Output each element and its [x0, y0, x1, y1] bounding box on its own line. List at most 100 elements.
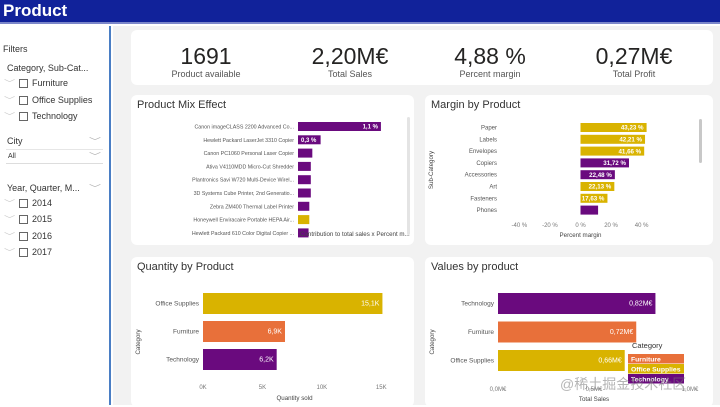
data-label: 0,82M€: [629, 301, 652, 308]
chevron-down-icon[interactable]: ﹀: [4, 78, 16, 88]
filters-label: Filters: [3, 44, 28, 54]
kpi-total-profit: 0,27M€ Total Profit: [569, 44, 699, 79]
report-header: Product: [0, 0, 720, 24]
data-label: 43,23 %: [621, 125, 644, 132]
legend-swatch: [628, 364, 684, 374]
chevron-down-icon[interactable]: ﹀: [4, 111, 16, 121]
category-label: Office Supplies: [155, 301, 199, 308]
chevron-down-icon[interactable]: ﹀: [4, 214, 16, 224]
legend-entry: Furniture: [631, 356, 661, 363]
chevron-down-icon[interactable]: ﹀: [4, 198, 16, 208]
x-axis-title: Percent margin: [560, 232, 603, 239]
slicer-item-furniture[interactable]: ﹀ Furniture: [4, 77, 68, 89]
slicer-item-2016[interactable]: ﹀ 2016: [4, 230, 53, 242]
chart-scrollbar[interactable]: [699, 119, 702, 163]
margin-chart: -40 % -20 % 0 % 20 % 40 % Paper 43,23 % Labels 4…: [428, 123, 649, 239]
category-label: Technology: [166, 357, 200, 364]
legend-title: Category: [632, 341, 663, 350]
chevron-down-icon[interactable]: ﹀: [4, 247, 16, 257]
slicer-item-label: 2015: [32, 214, 53, 224]
bar: [203, 321, 285, 342]
category-label: Plantronics Savi W720 Multi-Device Wirel…: [192, 178, 294, 184]
category-label: Envelopes: [469, 149, 497, 155]
data-label: 0,3 %: [301, 138, 317, 144]
chart-scrollbar[interactable]: [407, 117, 410, 235]
data-label: 22,48 %: [589, 172, 612, 179]
x-tick-label: 15K: [376, 385, 387, 391]
slicer-item-office-supplies[interactable]: ﹀ Office Supplies: [4, 94, 93, 106]
chevron-down-icon[interactable]: ﹀: [89, 184, 101, 193]
category-label: Paper: [481, 126, 497, 132]
bar: [203, 349, 277, 370]
category-label: Canon PC1060 Personal Laser Copier: [204, 151, 295, 157]
x-tick-label: -20 %: [542, 223, 558, 229]
data-label: 0,66M€: [598, 358, 621, 365]
bar: [298, 122, 381, 131]
city-dropdown-value: All: [8, 153, 16, 160]
category-label: Copiers: [476, 161, 497, 167]
data-label: 0,72M€: [610, 329, 633, 336]
checkbox[interactable]: [19, 95, 28, 105]
city-slicer-title: City: [7, 136, 23, 146]
category-label: Art: [489, 185, 497, 191]
margin-card[interactable]: Margin by Product -40 % -20 % 0 % 20 % 40 % P…: [425, 95, 713, 245]
category-label: 3D Systems Cube Printer, 2nd Generatio..…: [194, 191, 294, 197]
values-card[interactable]: Values by product 0,0M€ 0,5M€ 1,0M€ Technol…: [425, 257, 713, 407]
values-chart: 0,0M€ 0,5M€ 1,0M€ Technology 0,82M€ Furniture…: [429, 293, 699, 403]
kpi-label: Total Profit: [612, 69, 656, 79]
category-label: Phones: [477, 208, 497, 214]
x-tick-label: 0,5M€: [586, 387, 603, 393]
data-label: 15,1K: [361, 301, 380, 308]
slicer-item-label: 2016: [32, 231, 53, 241]
data-label: 42,21 %: [619, 137, 642, 144]
quantity-card[interactable]: Quantity by Product 0K 5K 10K 15K Office Sup…: [131, 257, 414, 407]
checkbox[interactable]: [19, 231, 28, 241]
product-mix-card[interactable]: Product Mix Effect Canon imageCLASS 2200…: [131, 95, 414, 245]
kpi-products: 1691 Product available: [141, 44, 271, 79]
x-tick-label: 0 %: [575, 223, 586, 229]
checkbox[interactable]: [19, 198, 28, 208]
chevron-down-icon[interactable]: ﹀: [4, 231, 16, 241]
slicer-item-technology[interactable]: ﹀ Technology: [4, 110, 78, 122]
checkbox[interactable]: [19, 78, 28, 88]
kpi-value: 0,27M€: [595, 43, 673, 69]
y-axis-title: Sub-Category: [428, 150, 435, 189]
x-tick-label: 10K: [316, 385, 327, 391]
y-axis-title: Category: [429, 329, 436, 355]
category-label: Office Supplies: [450, 358, 494, 365]
slicer-item-2017[interactable]: ﹀ 2017: [4, 246, 52, 258]
bar: [498, 321, 637, 343]
category-label: Hewlett Packard LaserJet 3310 Copier: [203, 138, 294, 144]
x-tick-label: 20 %: [604, 223, 618, 229]
chevron-down-icon[interactable]: ﹀: [89, 152, 101, 161]
chevron-down-icon[interactable]: ﹀: [4, 95, 16, 105]
slicer-item-label: Office Supplies: [32, 95, 93, 105]
city-dropdown[interactable]: All ﹀: [6, 150, 103, 164]
category-label: Honeywell Enviracaire Portable HEPA Air.…: [193, 218, 294, 224]
checkbox[interactable]: [19, 214, 28, 224]
x-tick-label: -40 %: [512, 223, 528, 229]
slicer-item-2014[interactable]: ﹀ 2014: [4, 197, 52, 209]
slicer-item-2015[interactable]: ﹀ 2015: [4, 213, 53, 225]
data-label: 6,2K: [259, 357, 274, 364]
chevron-down-icon[interactable]: ﹀: [89, 137, 101, 146]
y-axis-title: Category: [135, 329, 142, 355]
kpi-total-sales: 2,20M€ Total Sales: [285, 44, 415, 79]
bar: [580, 170, 615, 180]
bar: [580, 134, 646, 144]
legend-swatch: [628, 354, 684, 364]
bar: [498, 350, 625, 371]
x-tick-label: 0K: [199, 385, 206, 391]
category-label: Fasteners: [470, 196, 497, 202]
bar: [580, 158, 629, 168]
kpi-label: Total Sales: [327, 69, 373, 79]
checkbox[interactable]: [19, 247, 28, 257]
checkbox[interactable]: [19, 111, 28, 121]
chart-title: Values by product: [431, 261, 519, 273]
data-label: 17,63 %: [582, 196, 605, 203]
kpi-card: 1691 Product available 2,20M€ Total Sale…: [131, 30, 713, 85]
date-slicer-title: Year, Quarter, M...: [7, 183, 80, 193]
bar: [298, 215, 310, 225]
category-label: Furniture: [173, 329, 199, 336]
data-label: 22,13 %: [589, 184, 612, 191]
